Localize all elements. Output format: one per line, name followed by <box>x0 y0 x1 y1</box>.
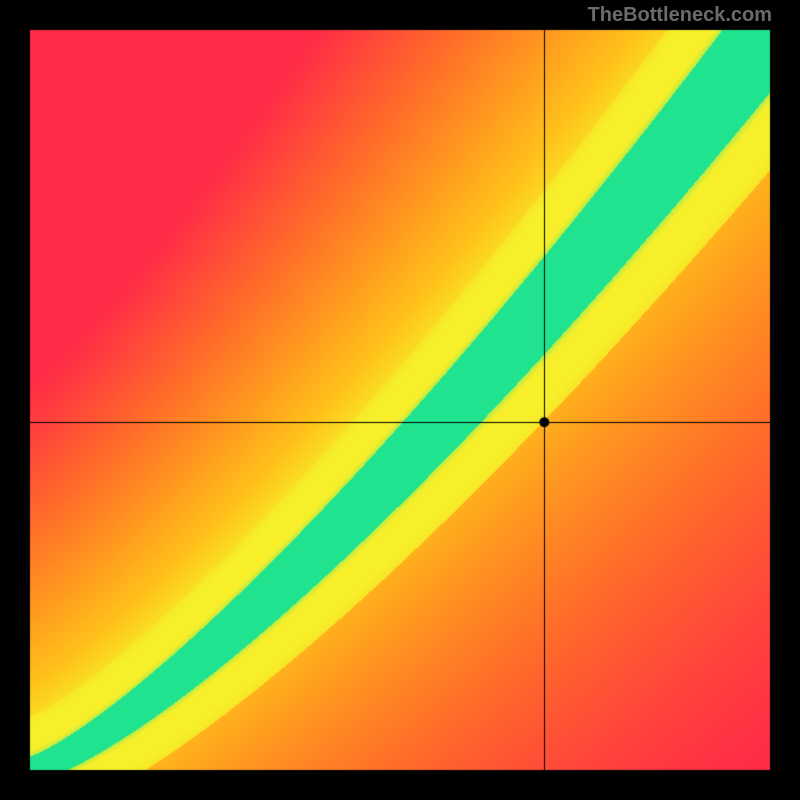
bottleneck-heatmap <box>0 0 800 800</box>
watermark-text: TheBottleneck.com <box>588 4 772 27</box>
chart-container: TheBottleneck.com <box>0 0 800 800</box>
